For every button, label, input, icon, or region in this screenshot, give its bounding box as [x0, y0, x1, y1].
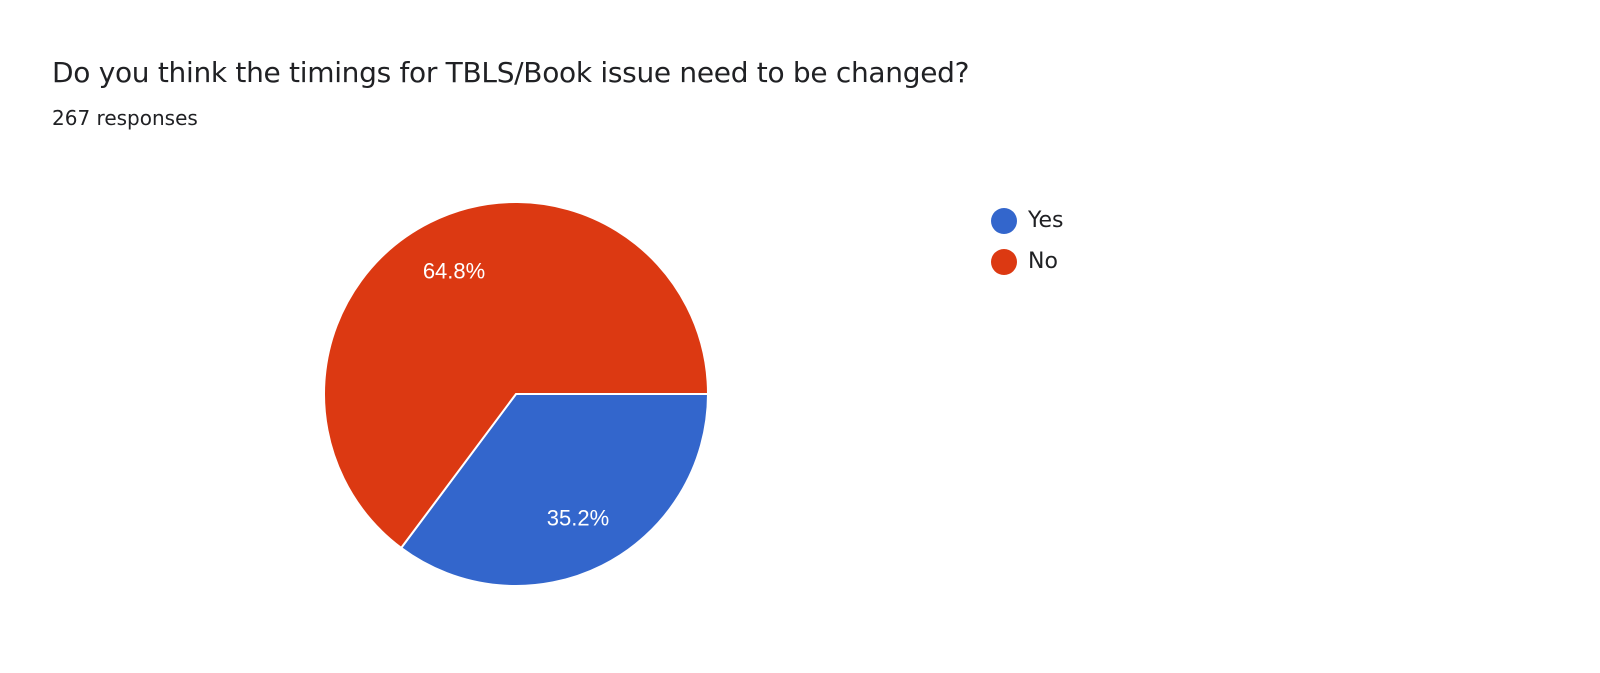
chart-title: Do you think the timings for TBLS/Book i… [52, 56, 970, 89]
legend-label-no: No [1028, 249, 1058, 274]
response-count: 267 responses [52, 106, 198, 130]
pie-slice-yes[interactable] [399, 393, 710, 587]
data-label-no: 64.8% [423, 258, 485, 283]
legend-item-yes[interactable]: Yes [991, 200, 1064, 241]
legend-item-no[interactable]: No [991, 241, 1064, 282]
legend-swatch-yes [991, 207, 1017, 234]
data-label-yes: 35.2% [547, 506, 609, 531]
legend: Yes No [991, 200, 1064, 282]
legend-label-yes: Yes [1028, 208, 1064, 233]
legend-swatch-no [991, 248, 1017, 275]
pie-slice-no[interactable] [323, 201, 710, 550]
